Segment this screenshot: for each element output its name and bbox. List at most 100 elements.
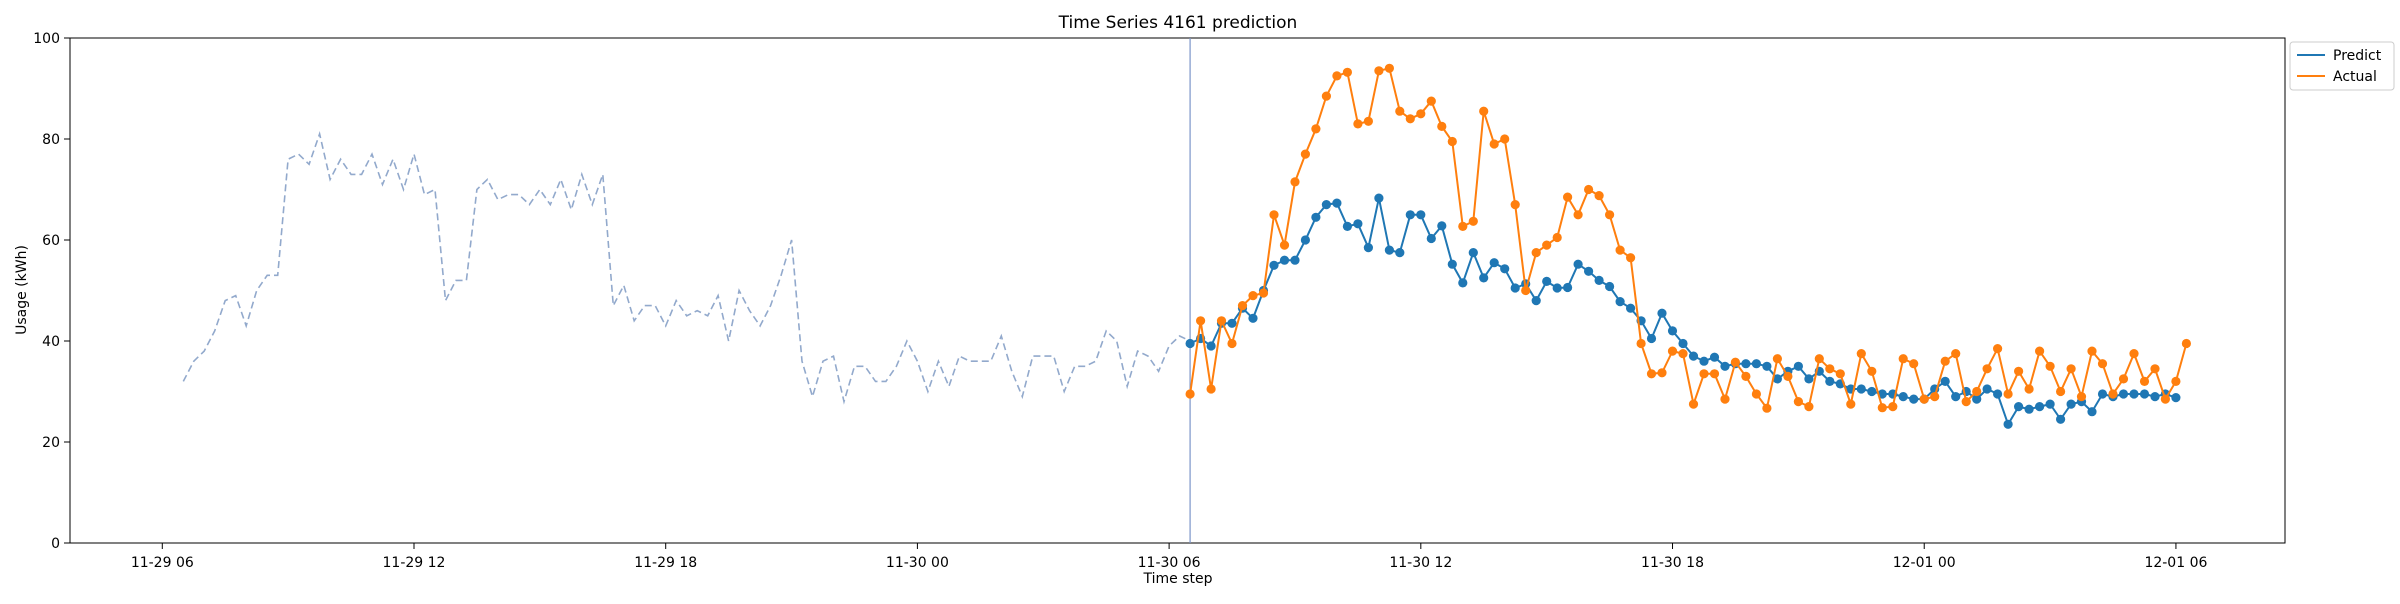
y-tick-label: 80: [42, 132, 60, 148]
predict-point: [1825, 376, 1835, 386]
series-actual: [1185, 63, 2191, 413]
x-tick-label: 11-30 12: [1389, 555, 1452, 571]
actual-point: [1814, 354, 1824, 364]
predict-point: [2087, 407, 2097, 417]
actual-point: [1237, 301, 1248, 311]
predict-point: [1363, 243, 1373, 253]
actual-point: [1563, 192, 1573, 202]
predict-point: [1321, 200, 1331, 210]
predict-point: [2066, 399, 2076, 409]
actual-point: [2118, 374, 2129, 384]
predict-point: [1269, 260, 1279, 270]
predict-point: [1489, 258, 1499, 268]
actual-point: [2160, 394, 2170, 404]
predict-point: [1856, 384, 1866, 394]
predict-point: [1573, 259, 1583, 269]
predict-point: [1709, 352, 1720, 362]
actual-point: [2129, 349, 2139, 359]
actual-line: [1189, 67, 2188, 411]
predict-point: [1940, 376, 1950, 386]
predict-point: [2097, 389, 2108, 399]
actual-point: [1353, 119, 1363, 129]
predict-point: [1552, 283, 1562, 293]
actual-point: [1626, 253, 1636, 263]
predict-point: [1909, 394, 1919, 404]
actual-point: [1521, 285, 1531, 296]
predict-point: [1867, 386, 1877, 397]
actual-point: [1919, 394, 1929, 404]
actual-point: [1646, 369, 1657, 379]
actual-point: [1374, 66, 1384, 76]
predict-point: [1227, 318, 1237, 328]
actual-point: [1573, 210, 1583, 220]
actual-point: [1783, 371, 1793, 381]
actual-point: [2056, 386, 2066, 397]
y-axis: 0 20 40 60 80 100: [33, 31, 70, 552]
plot-frame: [69, 37, 2286, 544]
actual-point: [1437, 121, 1447, 131]
actual-point: [1699, 369, 1709, 379]
predict-point: [1437, 221, 1447, 231]
actual-point: [1552, 232, 1562, 243]
actual-point: [1751, 389, 1761, 399]
actual-point: [2066, 364, 2076, 374]
predict-point: [2003, 419, 2013, 429]
actual-point: [1216, 316, 1227, 326]
predict-point: [1342, 221, 1352, 231]
actual-point: [1479, 106, 1489, 116]
actual-point: [1657, 368, 1667, 378]
actual-point: [1196, 316, 1206, 326]
x-tick-label: 11-30 18: [1641, 555, 1704, 571]
actual-point: [1804, 402, 1814, 412]
predict-point: [1615, 297, 1625, 307]
actual-point: [1206, 384, 1216, 394]
actual-point: [1909, 359, 1919, 369]
x-tick-label: 11-29 12: [383, 555, 446, 571]
predict-point: [1646, 333, 1657, 344]
actual-point: [1458, 221, 1468, 231]
predict-point: [1279, 255, 1290, 265]
actual-point: [1961, 397, 1971, 407]
x-tick-label: 12-01 00: [1893, 555, 1956, 571]
predict-point: [1531, 296, 1541, 306]
predict-point: [1951, 392, 1961, 402]
predict-point: [1667, 326, 1678, 336]
predict-point: [1982, 384, 1992, 394]
x-tick-label: 11-29 18: [634, 555, 697, 571]
predict-point: [2118, 389, 2129, 399]
predict-point: [1384, 245, 1394, 255]
y-tick-label: 60: [42, 233, 60, 249]
actual-point: [1594, 191, 1604, 201]
predict-point: [1772, 374, 1782, 384]
predict-point: [1793, 361, 1803, 371]
predict-point: [1405, 210, 1415, 220]
history-line: [182, 131, 1191, 405]
actual-point: [1321, 91, 1331, 101]
actual-point: [1258, 288, 1269, 298]
actual-point: [2087, 346, 2097, 356]
actual-point: [1762, 403, 1772, 413]
actual-point: [1793, 397, 1803, 407]
predict-point: [1584, 266, 1594, 276]
actual-point: [1709, 369, 1720, 379]
predict-point: [1542, 276, 1552, 286]
predict-point: [1206, 341, 1216, 351]
x-axis: 11-29 06 11-29 12 11-29 18 11-30 00 11-30 06…: [131, 543, 2207, 571]
predict-point: [1479, 273, 1489, 283]
actual-point: [1468, 216, 1478, 226]
actual-point: [1993, 344, 2003, 354]
y-axis-label: Usage (kWh): [14, 245, 30, 335]
predict-point: [1290, 255, 1300, 265]
predict-point: [2129, 389, 2139, 399]
predict-point: [1605, 281, 1615, 292]
predict-point: [1699, 356, 1709, 366]
actual-point: [1405, 114, 1415, 124]
actual-point: [2139, 376, 2150, 386]
actual-point: [1489, 139, 1499, 149]
actual-point: [2150, 364, 2160, 374]
actual-point: [1730, 357, 1740, 367]
actual-point: [1426, 96, 1436, 106]
actual-point: [1856, 349, 1866, 359]
predict-point: [2056, 414, 2066, 424]
